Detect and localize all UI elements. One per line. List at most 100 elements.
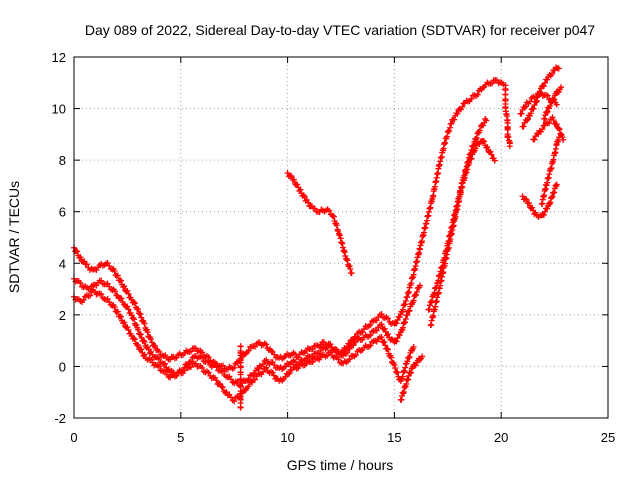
series-track-13 bbox=[519, 181, 560, 220]
data-point bbox=[187, 364, 194, 371]
series-track-11 bbox=[519, 64, 562, 130]
data-point bbox=[155, 355, 162, 362]
data-point bbox=[555, 89, 562, 96]
data-point bbox=[305, 199, 312, 206]
data-point bbox=[396, 314, 403, 321]
data-point bbox=[342, 350, 349, 357]
data-point bbox=[192, 345, 199, 352]
data-point bbox=[381, 325, 388, 332]
data-point bbox=[133, 322, 140, 329]
x-axis-label: GPS time / hours bbox=[287, 457, 394, 473]
data-point bbox=[550, 117, 557, 124]
data-point bbox=[249, 379, 256, 386]
data-point bbox=[466, 160, 473, 167]
data-point bbox=[413, 292, 420, 299]
data-point bbox=[155, 363, 162, 370]
data-point bbox=[382, 342, 389, 349]
data-point bbox=[402, 316, 409, 323]
series-track-12 bbox=[530, 114, 567, 143]
data-point bbox=[392, 365, 399, 372]
data-point bbox=[384, 330, 391, 337]
y-tick-label: 6 bbox=[59, 205, 66, 220]
y-tick-label: 10 bbox=[52, 102, 66, 117]
data-point bbox=[77, 254, 84, 261]
data-point bbox=[346, 356, 353, 363]
data-point bbox=[199, 354, 206, 361]
data-point bbox=[533, 99, 540, 106]
data-point bbox=[260, 361, 267, 368]
data-point bbox=[213, 364, 220, 371]
data-markers bbox=[71, 64, 567, 411]
data-point bbox=[391, 361, 398, 368]
data-point bbox=[140, 337, 147, 344]
data-point bbox=[473, 134, 480, 141]
data-point bbox=[131, 336, 138, 343]
data-point bbox=[141, 320, 148, 327]
data-point bbox=[131, 300, 138, 307]
data-point bbox=[181, 367, 188, 374]
data-point bbox=[152, 343, 159, 350]
data-point bbox=[540, 83, 547, 90]
data-point bbox=[410, 297, 417, 304]
data-point bbox=[124, 288, 131, 295]
data-point bbox=[525, 199, 532, 206]
data-point bbox=[388, 354, 395, 361]
data-point bbox=[520, 123, 527, 130]
data-point bbox=[551, 96, 558, 103]
data-point bbox=[131, 316, 138, 323]
series-track-5 bbox=[237, 343, 244, 411]
data-point bbox=[301, 193, 308, 200]
data-point bbox=[260, 368, 267, 375]
data-point bbox=[404, 312, 411, 319]
data-point bbox=[344, 257, 351, 264]
data-point bbox=[187, 348, 194, 355]
data-point bbox=[484, 144, 491, 151]
y-tick-label: -2 bbox=[54, 411, 66, 426]
data-point bbox=[555, 125, 562, 132]
data-point bbox=[522, 103, 529, 110]
data-point bbox=[124, 324, 131, 331]
series-track-4 bbox=[397, 353, 426, 403]
data-point bbox=[531, 136, 538, 143]
data-point bbox=[252, 376, 259, 383]
data-point bbox=[506, 143, 513, 150]
data-point bbox=[162, 368, 169, 375]
data-point bbox=[430, 292, 437, 299]
data-point bbox=[213, 377, 220, 384]
data-point bbox=[393, 338, 400, 345]
data-point bbox=[291, 176, 298, 183]
data-point bbox=[524, 116, 531, 123]
data-point bbox=[381, 339, 388, 346]
data-point bbox=[539, 126, 546, 133]
data-point bbox=[237, 343, 244, 350]
data-point bbox=[407, 370, 414, 377]
data-point bbox=[118, 295, 125, 302]
series-track-3 bbox=[71, 287, 417, 405]
chart-title: Day 089 of 2022, Sidereal Day-to-day VTE… bbox=[85, 22, 595, 38]
x-tick-label: 15 bbox=[387, 430, 401, 445]
data-point bbox=[444, 133, 451, 140]
data-point bbox=[410, 343, 417, 350]
data-point bbox=[148, 339, 155, 346]
data-point bbox=[404, 358, 411, 365]
data-point bbox=[544, 205, 551, 212]
data-point bbox=[556, 126, 563, 133]
data-point bbox=[451, 116, 458, 123]
data-point bbox=[487, 148, 494, 155]
data-point bbox=[192, 360, 199, 367]
data-point bbox=[347, 265, 354, 272]
data-point bbox=[405, 308, 412, 315]
data-point bbox=[161, 360, 168, 367]
data-point bbox=[541, 79, 548, 86]
data-point bbox=[327, 341, 334, 348]
data-point bbox=[394, 369, 401, 376]
data-point bbox=[553, 101, 560, 108]
grid-lines bbox=[74, 57, 608, 418]
data-point bbox=[523, 117, 530, 124]
data-point bbox=[137, 310, 144, 317]
data-point bbox=[350, 342, 357, 349]
data-point bbox=[335, 348, 342, 355]
data-point bbox=[527, 110, 534, 117]
data-point bbox=[271, 361, 278, 368]
data-point bbox=[523, 196, 530, 203]
